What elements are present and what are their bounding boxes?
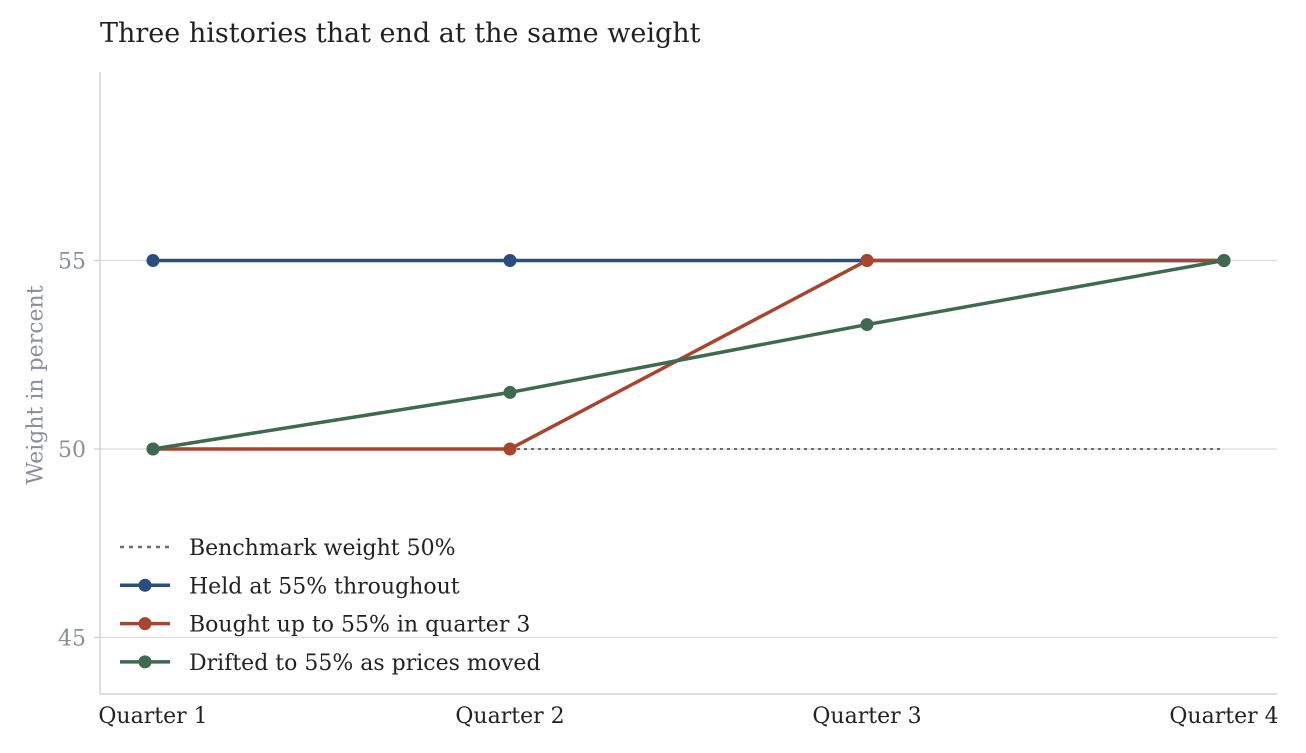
data-point-series-3 (503, 385, 517, 399)
legend-label-series-2: Bought up to 55% in quarter 3 (189, 613, 530, 638)
data-point-series-2 (860, 253, 874, 267)
legend-marker-series-1 (138, 578, 152, 592)
chart-title: Three histories that end at the same wei… (100, 18, 701, 49)
legend-marker-series-2 (138, 617, 152, 631)
x-tick-label: Quarter 4 (1169, 704, 1278, 729)
axes: 45 50 55 Quarter 1 Quarter 2 Quarter 3 Quarter… (58, 72, 1279, 729)
data-point-series-1 (503, 253, 517, 267)
series-lines (151, 258, 1226, 451)
x-tick-label: Quarter 3 (812, 704, 921, 729)
y-tick-label: 55 (58, 249, 86, 274)
legend-marker-series-3 (138, 655, 152, 669)
legend-label-benchmark: Benchmark weight 50% (189, 536, 456, 561)
data-point-series-3 (860, 318, 874, 332)
x-tick-label: Quarter 1 (98, 704, 207, 729)
series-points (146, 253, 1231, 456)
legend-label-series-3: Drifted to 55% as prices moved (189, 651, 541, 676)
x-tick-label: Quarter 2 (455, 704, 564, 729)
legend: Benchmark weight 50% Held at 55% througho… (120, 536, 541, 676)
series-line-3 (151, 258, 1226, 451)
series-line-2 (151, 258, 1226, 451)
data-point-series-3 (1217, 253, 1231, 267)
data-point-series-3 (146, 442, 160, 456)
y-tick-label: 50 (58, 438, 86, 463)
data-point-series-2 (503, 442, 517, 456)
y-tick-label: 45 (58, 626, 86, 651)
data-point-series-1 (146, 253, 160, 267)
legend-label-series-1: Held at 55% throughout (189, 574, 460, 599)
